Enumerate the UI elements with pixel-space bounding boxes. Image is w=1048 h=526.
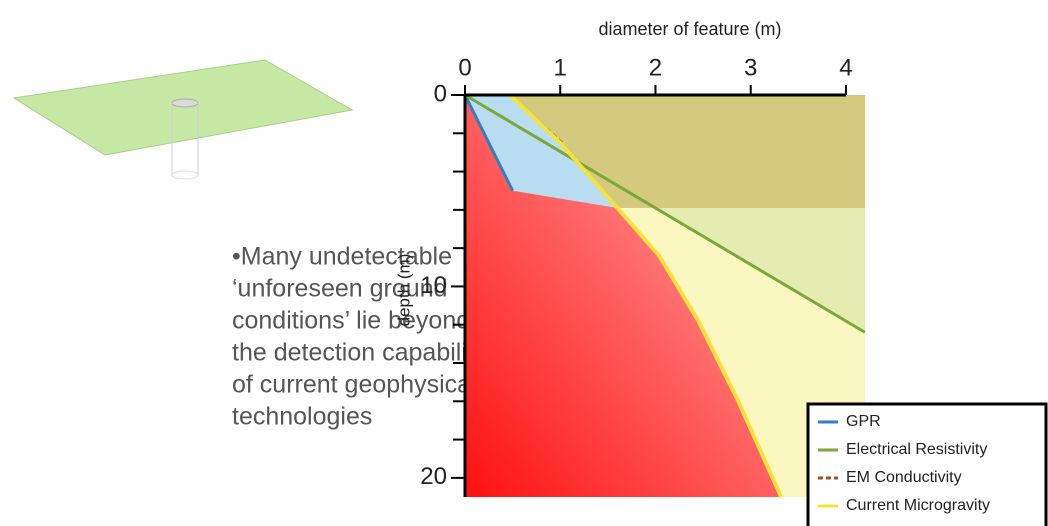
y-axis-label: depth (m) <box>394 254 413 327</box>
bullet-text: •Many undetectable ‘unforeseen ground cond… <box>232 243 487 431</box>
plane-illustration <box>14 60 352 179</box>
x-tick-label: 3 <box>744 54 757 81</box>
x-tick-label: 0 <box>458 54 471 81</box>
legend-label: GPR <box>846 413 881 430</box>
chart: •Many undetectable ‘unforeseen ground cond… <box>0 0 1048 526</box>
bullet-line: the detection capability <box>232 339 487 367</box>
bullet-line: •Many undetectable <box>232 243 452 271</box>
legend-label: Current Microgravity <box>846 497 990 514</box>
legend-label: EM Conductivity <box>846 469 962 486</box>
x-tick-label: 2 <box>649 54 662 81</box>
y-tick-label: 20 <box>420 463 447 490</box>
bullet-line: ‘unforeseen ground <box>232 275 447 303</box>
y-tick-label: 0 <box>434 80 447 107</box>
legend-label: Electrical Resistivity <box>846 441 987 458</box>
slide: •Many undetectable ‘unforeseen ground cond… <box>0 0 1048 526</box>
x-tick-label: 4 <box>839 54 852 81</box>
bullet-line: technologies <box>232 403 372 431</box>
bullet-line: conditions’ lie beyond <box>232 307 470 335</box>
x-tick-label: 1 <box>554 54 567 81</box>
x-axis-label: diameter of feature (m) <box>598 19 781 39</box>
bullet-line: of current geophysical <box>232 371 477 399</box>
y-tick-label: 10 <box>420 272 447 299</box>
